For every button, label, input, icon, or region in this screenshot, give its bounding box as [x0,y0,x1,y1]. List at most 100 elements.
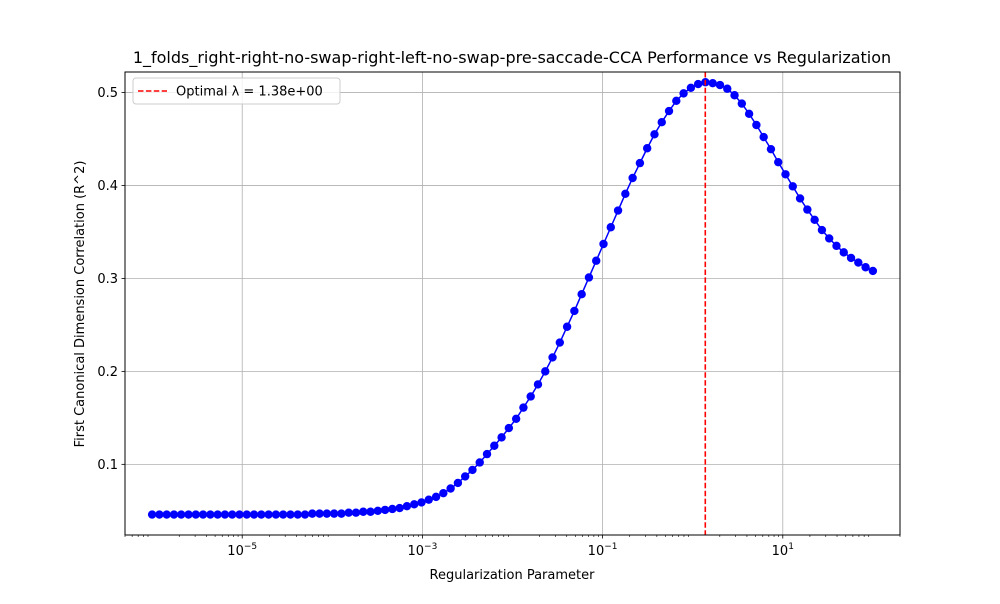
data-point [650,130,659,139]
data-point [184,510,193,519]
data-point [562,322,572,331]
data-point [439,488,448,498]
data-point [410,500,419,509]
data-point [526,392,535,401]
data-point [825,234,834,243]
data-point [635,158,645,168]
data-point [628,173,637,183]
data-point [781,170,790,179]
y-tick-label: 0.3 [97,272,118,287]
data-point [803,205,812,214]
data-point [206,510,215,519]
data-point [541,367,550,376]
data-point [504,423,514,433]
legend: Optimal λ = 1.38e+00 [132,77,341,105]
legend-label-optimal: Optimal λ = 1.38e+00 [176,85,323,100]
data-point [599,239,608,249]
data-point [417,498,426,507]
data-point [329,509,339,518]
data-point [177,510,186,519]
data-point [395,503,404,513]
data-point [453,478,463,488]
data-point [570,306,579,316]
data-point [278,510,288,519]
data-point [606,223,615,232]
data-point [380,505,390,515]
plot-area [147,72,878,535]
data-point [337,509,346,518]
data-point [431,492,441,502]
data-point [322,509,332,518]
data-point [686,83,696,93]
data-point [264,510,273,519]
data-point [257,510,266,519]
y-axis-ticks: 0.1 0.2 0.3 0.4 0.5 [97,86,125,473]
data-point [169,510,179,519]
data-point [373,506,383,516]
data-point [868,266,878,276]
data-point [191,510,200,519]
data-point [613,206,623,215]
y-tick-label: 0.4 [97,179,118,194]
data-point [737,99,747,108]
x-tick-label: 10−3 [407,542,437,559]
data-point [759,132,768,142]
data-point [460,472,470,481]
data-point [788,182,797,191]
data-point [293,510,302,519]
data-point [664,106,674,116]
data-point [424,495,433,504]
data-point [402,501,412,511]
data-point [795,194,805,203]
data-point [774,157,783,167]
data-point [351,508,361,517]
data-point [577,290,586,299]
data-point [817,225,827,235]
data-point [388,504,397,514]
data-point [642,144,652,153]
data-point [366,507,375,516]
data-point [249,510,259,519]
data-point [854,258,863,267]
data-point [832,241,841,251]
data-point [839,248,848,257]
data-point [482,449,492,459]
data-point [271,510,281,519]
data-point [708,78,717,88]
x-axis-ticks: 10−5 10−3 10−1 101 [124,535,901,559]
data-point [657,118,666,127]
data-point [810,215,819,225]
data-point [511,414,521,423]
y-axis-label: First Canonical Dimension Correlation (R… [73,161,88,448]
x-axis-label: Regularization Parameter [430,568,596,583]
y-tick-label: 0.5 [97,86,118,101]
data-point [555,338,565,347]
data-point [220,510,230,519]
data-point [228,510,237,519]
y-tick-label: 0.1 [97,458,118,473]
data-point [490,441,499,450]
data-point [592,256,601,265]
data-point [286,510,295,519]
data-point [693,79,703,89]
data-point [715,80,725,90]
data-point [730,91,739,100]
data-point [213,510,222,519]
data-point [519,403,528,412]
axes-frame [124,71,901,536]
data-point [846,253,856,263]
data-point [147,510,157,519]
data-point [198,510,208,519]
data-point [533,380,543,389]
data-point [475,458,484,467]
data-point [584,273,594,282]
data-point [162,510,171,519]
data-point [235,510,244,519]
data-point [497,433,506,442]
data-point [344,508,353,517]
data-point [672,96,681,106]
data-point [861,263,870,272]
x-tick-label: 101 [772,542,794,559]
data-point [242,510,251,519]
